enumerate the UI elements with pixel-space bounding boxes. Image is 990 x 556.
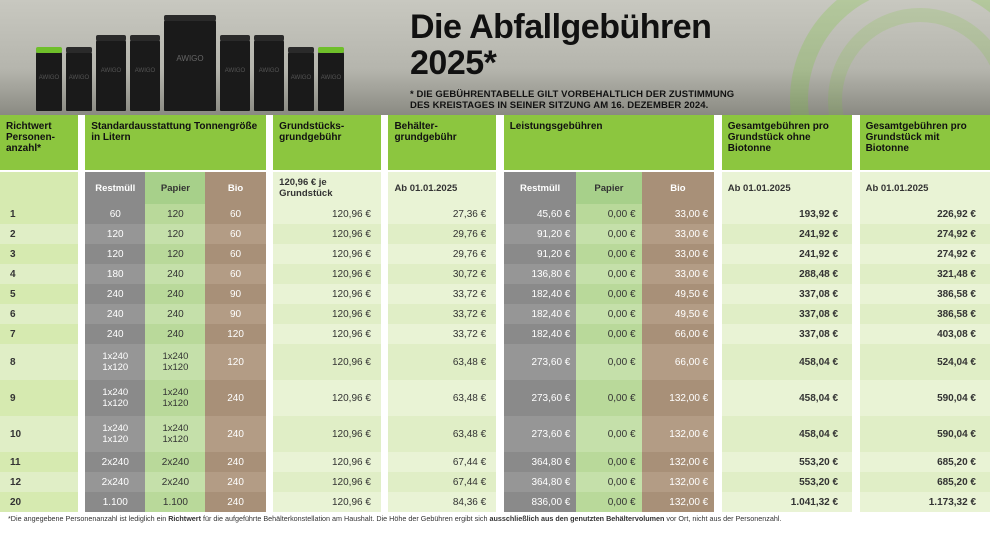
hdr-gesamt-mit: Gesamtgebühren pro Grundstück mit Bioton… — [860, 115, 990, 171]
sub-grund: 120,96 € je Grundstück — [273, 171, 381, 204]
table-row: 624024090120,96 €33,72 €182,40 €0,00 €49… — [0, 304, 990, 324]
sub-ab-tot2: Ab 01.01.2025 — [860, 171, 990, 204]
table-row: 91x2401x1201x2401x120240120,96 €63,48 €2… — [0, 380, 990, 416]
table-row: 7240240120120,96 €33,72 €182,40 €0,00 €6… — [0, 324, 990, 344]
table-row: 418024060120,96 €30,72 €136,80 €0,00 €33… — [0, 264, 990, 284]
sub-l-papier: Papier — [576, 171, 641, 204]
header-row-sub: Restmüll Papier Bio 120,96 € je Grundstü… — [0, 171, 990, 204]
table-row: 201.1001.100240120,96 €84,36 €836,00 €0,… — [0, 492, 990, 512]
bins-illustration: AWIGO AWIGO AWIGO AWIGO AWIGO AWIGO AWIG… — [0, 0, 380, 115]
sub-l-bio: Bio — [642, 171, 715, 204]
sub-bio: Bio — [205, 171, 265, 204]
hero-banner: AWIGO AWIGO AWIGO AWIGO AWIGO AWIGO AWIG… — [0, 0, 990, 115]
table-row: 101x2401x1201x2401x120240120,96 €63,48 €… — [0, 416, 990, 452]
hdr-behaelter: Behälter-grundgebühr — [388, 115, 496, 171]
sub-l-rest: Restmüll — [504, 171, 577, 204]
hdr-personen: Richtwert Personen-anzahl* — [0, 115, 78, 171]
sub-ab-tot1: Ab 01.01.2025 — [722, 171, 852, 204]
swirl-decoration — [790, 0, 990, 115]
sub-restmuell: Restmüll — [85, 171, 145, 204]
sub-papier: Papier — [145, 171, 205, 204]
hdr-leistungs: Leistungsgebühren — [504, 115, 715, 171]
footnote: *Die angegebene Personenanzahl ist ledig… — [0, 512, 990, 524]
header-row-groups: Richtwert Personen-anzahl* Standardausst… — [0, 115, 990, 171]
hdr-gesamt-ohne: Gesamtgebühren pro Grundstück ohne Bioto… — [722, 115, 852, 171]
table-row: 122x2402x240240120,96 €67,44 €364,80 €0,… — [0, 472, 990, 492]
fee-table: Richtwert Personen-anzahl* Standardausst… — [0, 115, 990, 512]
table-row: 212012060120,96 €29,76 €91,20 €0,00 €33,… — [0, 224, 990, 244]
sub-ab-beh: Ab 01.01.2025 — [388, 171, 496, 204]
table-row: 112x2402x240240120,96 €67,44 €364,80 €0,… — [0, 452, 990, 472]
hdr-standard: Standardausstattung Tonnengröße in Liter… — [85, 115, 265, 171]
hdr-grundstuecks: Grundstücks-grundgebühr — [273, 115, 381, 171]
table-row: 524024090120,96 €33,72 €182,40 €0,00 €49… — [0, 284, 990, 304]
table-row: 312012060120,96 €29,76 €91,20 €0,00 €33,… — [0, 244, 990, 264]
table-row: 81x2401x1201x2401x120120120,96 €63,48 €2… — [0, 344, 990, 380]
table-row: 16012060120,96 €27,36 €45,60 €0,00 €33,0… — [0, 204, 990, 224]
table-body: 16012060120,96 €27,36 €45,60 €0,00 €33,0… — [0, 204, 990, 512]
